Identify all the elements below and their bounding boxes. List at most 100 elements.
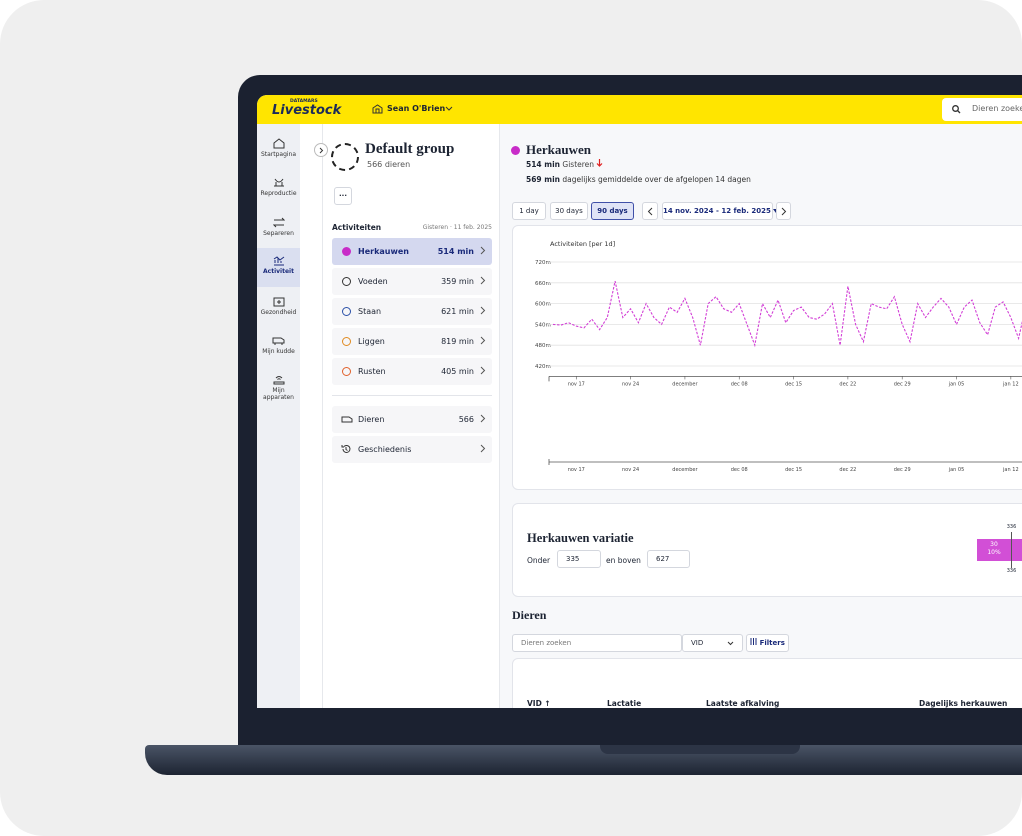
brush-tick-label: dec 08	[731, 467, 748, 473]
activity-row[interactable]: Rusten 405 min	[332, 358, 492, 385]
animals-table: VID ↑ Lactatie Laatste afkalving Dagelij…	[512, 658, 1022, 708]
expand-button[interactable]	[314, 143, 328, 157]
activity-icon	[342, 247, 351, 256]
activity-row[interactable]: Herkauwen 514 min	[332, 238, 492, 265]
activity-label: Herkauwen	[358, 247, 409, 256]
x-tick-label: dec 08	[731, 381, 748, 387]
chevron	[480, 276, 486, 285]
nav-item[interactable]: Gezondheid	[257, 293, 300, 332]
today-value: 514 min	[526, 160, 560, 169]
activity-chart: Activiteiten [per 1d] 420m 480m 540m 600m 66…	[535, 240, 1022, 473]
next-button[interactable]	[776, 202, 791, 220]
activity-label: Staan	[358, 307, 382, 316]
above-label: en boven	[606, 556, 641, 565]
activity-value: 359 min	[441, 277, 474, 286]
nav-label: Mijn apparaten	[263, 387, 294, 401]
nav-label: Separeren	[263, 230, 294, 237]
nav-label: Reproductie	[260, 190, 297, 197]
nav-item[interactable]: Activiteit	[257, 252, 300, 291]
x-tick-label: dec 15	[785, 381, 802, 387]
avg-label: dagelijks gemiddelde over de afgelopen 1…	[562, 175, 751, 184]
brush-tick-label: nov 17	[568, 467, 585, 473]
brand[interactable]: Livestock	[272, 103, 342, 118]
range-button[interactable]: 30 days	[550, 202, 588, 220]
animals-search[interactable]: Dieren zoeken	[512, 634, 682, 652]
x-tick-label: dec 29	[894, 381, 911, 387]
group-avatar	[331, 143, 359, 171]
metric-today: 514 min Gisteren	[526, 159, 603, 169]
column-header[interactable]: Lactatie	[607, 699, 642, 708]
metric-average: 569 min dagelijks gemiddelde over de afg…	[526, 175, 751, 184]
animals-title: Dieren	[512, 608, 547, 622]
activity-icon	[342, 337, 351, 346]
y-tick-label: 660m	[535, 281, 551, 287]
brush-tick-label: dec 29	[894, 467, 911, 473]
brush-tick-label: december	[672, 467, 698, 473]
down-arrow	[597, 159, 603, 167]
activity-icon	[342, 277, 351, 286]
nav-label: Mijn kudde	[262, 348, 295, 355]
farm-icon	[372, 104, 383, 114]
nav-item[interactable]: Mijn kudde	[257, 332, 300, 371]
activity-icon	[342, 367, 351, 376]
activity-value: 405 min	[441, 367, 474, 376]
y-tick-label: 420m	[535, 364, 551, 370]
bar-pct: 10%	[987, 549, 1001, 556]
link-value: 566	[458, 415, 474, 424]
activity-value: 621 min	[441, 307, 474, 316]
menu-button[interactable]: ···	[334, 187, 352, 205]
range-button-active[interactable]: 90 days	[591, 202, 634, 220]
bar-top-label: 336	[1006, 524, 1017, 530]
activity-label: Voeden	[358, 277, 388, 286]
column-header[interactable]: Dagelijks herkauwen	[919, 699, 1008, 708]
nav-item[interactable]: Reproductie	[257, 174, 300, 213]
bar-bottom-label: 336	[1006, 568, 1017, 574]
above-input[interactable]: 627	[647, 550, 690, 568]
column-header[interactable]: Laatste afkalving	[706, 699, 780, 708]
activity-row[interactable]: Staan 621 min	[332, 298, 492, 325]
date-range-text: 14 nov. 2024 - 12 feb. 2025	[663, 207, 771, 215]
brush-tick-label: jan 05	[948, 467, 965, 473]
group-count: 566 dieren	[367, 160, 411, 169]
search-box[interactable]: Dieren zoeken	[942, 98, 1022, 121]
link-row[interactable]: Dieren 566	[332, 406, 492, 433]
chevron	[480, 306, 486, 315]
sidebar	[257, 124, 300, 708]
search-placeholder: Dieren zoeken	[972, 104, 1022, 113]
activity-row[interactable]: Liggen 819 min	[332, 328, 492, 355]
separator	[332, 395, 492, 396]
metric-dot	[511, 146, 520, 155]
id-select-text: VID	[691, 639, 704, 647]
filters-button[interactable]: Filters	[746, 634, 789, 652]
range-button[interactable]: 1 day	[512, 202, 546, 220]
brush-tick-label: dec 15	[785, 467, 802, 473]
activity-label: Rusten	[358, 367, 386, 376]
bar-value: 30	[990, 541, 998, 548]
below-input[interactable]: 335	[557, 550, 601, 568]
group-title: Default group	[365, 141, 455, 157]
user-name[interactable]: Sean O'Brien	[387, 104, 446, 113]
prev-button[interactable]	[642, 202, 658, 220]
screen: DATAMARS Livestock Sean O'Brien Dieren z…	[257, 95, 1022, 708]
x-tick-label: nov 17	[568, 381, 585, 387]
activities-title: Activiteiten	[332, 223, 382, 232]
column-header[interactable]: VID ↑	[527, 699, 551, 708]
id-select[interactable]: VID	[682, 634, 743, 652]
x-tick-label: jan 05	[948, 381, 965, 387]
data-line	[552, 280, 1022, 348]
x-tick-label: jan 12	[1002, 381, 1019, 387]
brush-tick-label: jan 12	[1002, 467, 1019, 473]
nav-item[interactable]: Mijn apparaten	[257, 371, 300, 410]
below-label: Onder	[527, 556, 551, 565]
chevron	[480, 336, 486, 345]
brush-tick-label: nov 24	[622, 467, 639, 473]
search-icon	[952, 105, 961, 114]
date-range[interactable]: 14 nov. 2024 - 12 feb. 2025	[662, 202, 780, 220]
nav-item[interactable]: Startpagina	[257, 135, 300, 174]
nav-item[interactable]: Separeren	[257, 214, 300, 253]
nav-active	[257, 248, 300, 287]
activity-row[interactable]: Voeden 359 min	[332, 268, 492, 295]
link-row[interactable]: Geschiedenis	[332, 436, 492, 463]
activity-value: 514 min	[437, 247, 474, 256]
